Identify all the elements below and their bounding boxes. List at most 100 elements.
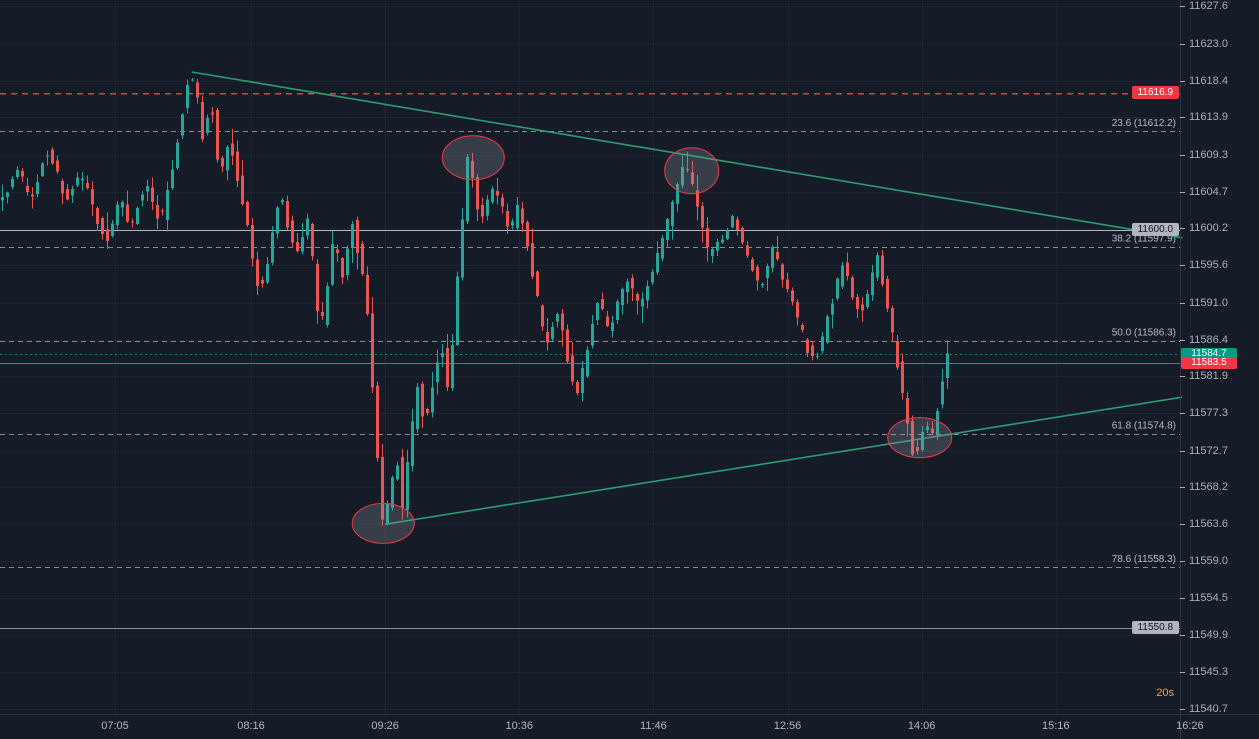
candle-body <box>811 345 814 357</box>
candle-body <box>521 208 524 224</box>
candle-body <box>346 248 349 275</box>
candle-body <box>611 322 614 332</box>
candle-body <box>571 355 574 382</box>
candle-body <box>846 262 849 276</box>
candle-body <box>396 465 399 480</box>
candle-body <box>36 182 39 195</box>
candle-body <box>726 230 729 239</box>
candle-body <box>56 160 59 172</box>
candle-body <box>616 301 619 321</box>
candle-body <box>116 204 119 225</box>
ellipse-annotation[interactable] <box>351 502 415 544</box>
candle-body <box>371 313 374 388</box>
price-tick-label: 11581.9 <box>1189 370 1228 383</box>
candle-body <box>161 210 164 212</box>
candle-body <box>646 285 649 301</box>
candle-body <box>276 207 279 234</box>
price-tick-label: 11613.9 <box>1189 111 1228 124</box>
candle-body <box>921 432 924 450</box>
candle-body <box>636 294 639 301</box>
candle-body <box>676 183 679 204</box>
ellipse-annotation[interactable] <box>887 417 953 459</box>
candle-body <box>836 278 839 299</box>
candle-body <box>296 242 299 252</box>
candle-body <box>266 264 269 283</box>
candle-body <box>126 204 129 222</box>
candle-body <box>801 324 804 331</box>
candle-body <box>741 227 744 243</box>
candle-body <box>381 457 384 520</box>
candle-body <box>96 208 99 225</box>
candle-body <box>386 503 389 524</box>
price-tick-label: 11609.3 <box>1189 148 1228 161</box>
candle-body <box>856 296 859 309</box>
ellipse-annotation[interactable] <box>441 135 505 181</box>
candle-body <box>61 180 64 194</box>
price-axis[interactable]: 11627.6 11623.0 11618.4 11613.9 11609.3 11604… <box>1180 0 1259 716</box>
candle-body <box>481 204 484 217</box>
price-tick-label: 11540.7 <box>1189 703 1228 716</box>
candle-body <box>891 308 894 333</box>
candle-body <box>336 249 339 253</box>
candle-body <box>66 189 69 200</box>
candle-body <box>686 168 689 170</box>
candle-body <box>851 277 854 298</box>
candle-body <box>671 202 674 226</box>
price-tick-label: 11627.6 <box>1189 0 1228 13</box>
candle-body <box>821 336 824 351</box>
candle-body <box>531 243 534 277</box>
trend-line[interactable] <box>385 396 1183 526</box>
fib-level-label: 50.0 (11586.3) <box>1112 328 1176 339</box>
candle-body <box>501 197 504 207</box>
candle-body <box>421 384 424 417</box>
price-tick-label: 11618.4 <box>1189 74 1228 87</box>
candle-body <box>311 224 314 257</box>
candle-body <box>201 102 204 139</box>
candle-series <box>1 78 949 526</box>
candle-body <box>411 421 414 467</box>
candle-body <box>71 189 74 196</box>
candle-body <box>916 446 919 451</box>
candle-body <box>896 340 899 368</box>
candle-body <box>111 223 114 236</box>
candle-body <box>941 381 944 405</box>
candle-body <box>256 259 259 286</box>
candle-body <box>46 155 49 157</box>
candle-body <box>236 151 239 182</box>
candle-body <box>141 194 144 201</box>
candle-body <box>146 185 149 192</box>
time-tick-label: 14:06 <box>907 720 936 732</box>
candle-body <box>156 204 159 219</box>
time-axis[interactable]: 07:05 08:16 09:26 10:36 11:46 12:56 14:06 15:16… <box>0 714 1259 739</box>
line-value-label: 11600.0 <box>1131 222 1179 236</box>
candle-body <box>586 350 589 377</box>
price-axis-badge-red: 11583.5 <box>1181 357 1237 370</box>
price-tick-label: 11623.0 <box>1189 37 1228 50</box>
candle-body <box>101 218 104 234</box>
candle-body <box>121 202 124 208</box>
price-tick-label: 11577.3 <box>1189 407 1228 420</box>
time-tick-label: 12:56 <box>773 720 802 732</box>
candle-body <box>151 187 154 203</box>
candle-body <box>306 218 309 236</box>
candle-body <box>511 221 514 226</box>
candle-body <box>601 298 604 310</box>
ellipse-annotation[interactable] <box>664 147 720 195</box>
candle-body <box>591 324 594 346</box>
candle-body <box>791 290 794 302</box>
fib-level-label: 78.6 (11558.3) <box>1112 554 1176 565</box>
candle-body <box>526 221 529 247</box>
candle-body <box>496 190 499 196</box>
trend-line[interactable] <box>191 71 1183 239</box>
candle-body <box>576 382 579 393</box>
candle-body <box>91 189 94 205</box>
candle-body <box>361 243 364 275</box>
candle-body <box>441 352 444 357</box>
candle-body <box>231 143 234 156</box>
candle-body <box>106 229 109 242</box>
candle-body <box>926 426 929 431</box>
candle-body <box>841 265 844 287</box>
candle-body <box>691 172 694 185</box>
